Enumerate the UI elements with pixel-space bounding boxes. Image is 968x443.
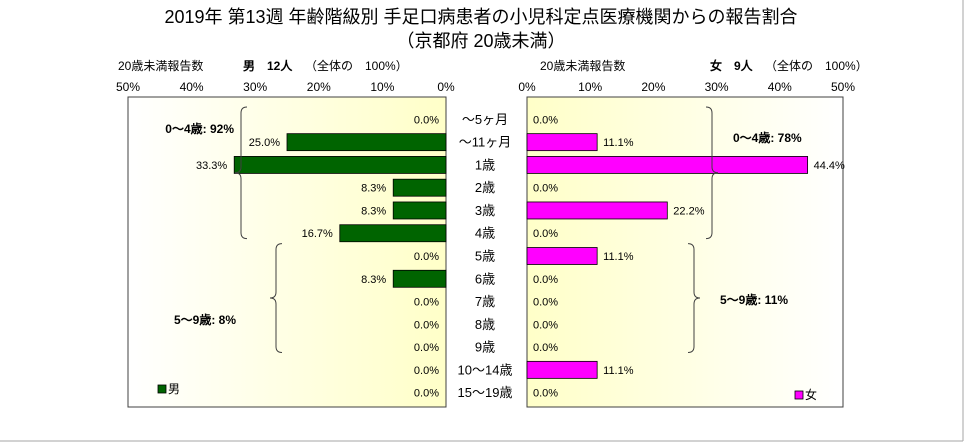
- chart-subtitle: （京都府 20歳未満）: [396, 31, 566, 51]
- category-label: 6歳: [475, 271, 495, 286]
- female-value-label: 0.0%: [533, 319, 558, 331]
- female-bar: [526, 156, 809, 174]
- left-tick-label: 40%: [180, 80, 204, 94]
- male-value-label: 0.0%: [414, 388, 439, 400]
- female-bar: [526, 133, 598, 152]
- legend-male-swatch: [157, 384, 167, 394]
- male-value-label: 8.3%: [361, 274, 386, 286]
- right-tick-label: 30%: [705, 80, 729, 94]
- male-bar: [286, 133, 447, 152]
- male-bar: [233, 156, 447, 174]
- legend-male-label: 男: [168, 382, 180, 396]
- female-header-label: 20歳未満報告数: [540, 59, 626, 73]
- category-label: 4歳: [475, 226, 495, 241]
- chart-marks: 0% 0% 10% 10% 20% 20% 30% 30% 40% 40% 50% 50% ～5ヶ月 ～1…: [116, 80, 855, 402]
- female-group-annotation: 0～4歳: 78%: [733, 130, 802, 145]
- category-label: 15～19歳: [458, 385, 513, 400]
- left-tick-label: 50%: [116, 80, 140, 94]
- male-value-label: 25.0%: [249, 137, 280, 149]
- right-tick-label: 40%: [768, 80, 792, 94]
- male-value-label: 8.3%: [361, 205, 386, 217]
- female-value-label: 44.4%: [814, 160, 845, 172]
- male-header-share: （全体の 100%）: [305, 59, 408, 73]
- legend-female-label: 女: [805, 387, 817, 402]
- female-bar: [526, 247, 598, 265]
- male-group-annotation: 0～4歳: 92%: [165, 121, 234, 136]
- male-value-label: 0.0%: [414, 114, 439, 126]
- male-value-label: 16.7%: [302, 228, 333, 240]
- category-label: 1歳: [475, 157, 495, 172]
- female-value-label: 0.0%: [533, 274, 558, 286]
- male-header-label: 20歳未満報告数: [118, 59, 204, 73]
- legend-female-swatch: [794, 390, 804, 400]
- female-value-label: 11.1%: [603, 365, 634, 377]
- left-tick-label: 0%: [437, 80, 455, 94]
- right-tick-label: 0%: [518, 80, 536, 94]
- category-label: 3歳: [475, 203, 495, 218]
- male-group-brace: [269, 243, 283, 353]
- female-value-label: 0.0%: [533, 297, 558, 309]
- male-value-label: 8.3%: [361, 183, 386, 195]
- male-header-count: 男 12人: [243, 59, 293, 73]
- right-tick-label: 20%: [641, 80, 665, 94]
- category-label: 7歳: [475, 294, 495, 309]
- female-value-label: 0.0%: [533, 228, 558, 240]
- male-bar: [392, 201, 447, 220]
- male-value-label: 33.3%: [196, 160, 227, 172]
- male-bar: [392, 178, 447, 197]
- female-bar: [526, 201, 668, 220]
- female-value-label: 11.1%: [603, 137, 634, 149]
- male-value-label: 0.0%: [414, 251, 439, 263]
- female-value-label: 11.1%: [603, 251, 634, 263]
- female-value-label: 0.0%: [533, 388, 558, 400]
- category-label: 10～14歳: [458, 362, 513, 377]
- female-value-label: 0.0%: [533, 183, 558, 195]
- category-label: ～5ヶ月: [462, 112, 508, 127]
- male-group-annotation: 5～9歳: 8%: [174, 312, 236, 327]
- female-value-label: 0.0%: [533, 114, 558, 126]
- male-bar: [339, 224, 447, 243]
- category-label: ～11ヶ月: [459, 135, 512, 150]
- male-value-label: 0.0%: [414, 342, 439, 354]
- left-tick-label: 20%: [307, 80, 331, 94]
- male-value-label: 0.0%: [414, 319, 439, 331]
- female-value-label: 0.0%: [533, 342, 558, 354]
- male-value-label: 0.0%: [414, 365, 439, 377]
- right-tick-label: 50%: [831, 80, 855, 94]
- female-bar: [526, 360, 598, 379]
- left-tick-label: 10%: [370, 80, 394, 94]
- female-group-annotation: 5～9歳: 11%: [720, 292, 788, 307]
- category-label: 8歳: [475, 317, 495, 332]
- female-header-count: 女 9人: [710, 59, 753, 73]
- female-header-share: （全体の 100%）: [765, 59, 868, 73]
- female-group-brace: [687, 243, 701, 353]
- female-value-label: 22.2%: [673, 205, 704, 217]
- category-label: 5歳: [475, 249, 495, 264]
- male-bar: [392, 269, 447, 288]
- chart-title: 2019年 第13週 年齢階級別 手足口病患者の小児科定点医療機関からの報告割合: [164, 7, 798, 27]
- male-value-label: 0.0%: [414, 297, 439, 309]
- female-group-brace: [705, 106, 719, 240]
- left-tick-label: 30%: [243, 80, 267, 94]
- category-label: 2歳: [475, 180, 495, 195]
- category-label: 9歳: [475, 340, 495, 355]
- male-group-brace: [234, 106, 248, 240]
- right-tick-label: 10%: [578, 80, 602, 94]
